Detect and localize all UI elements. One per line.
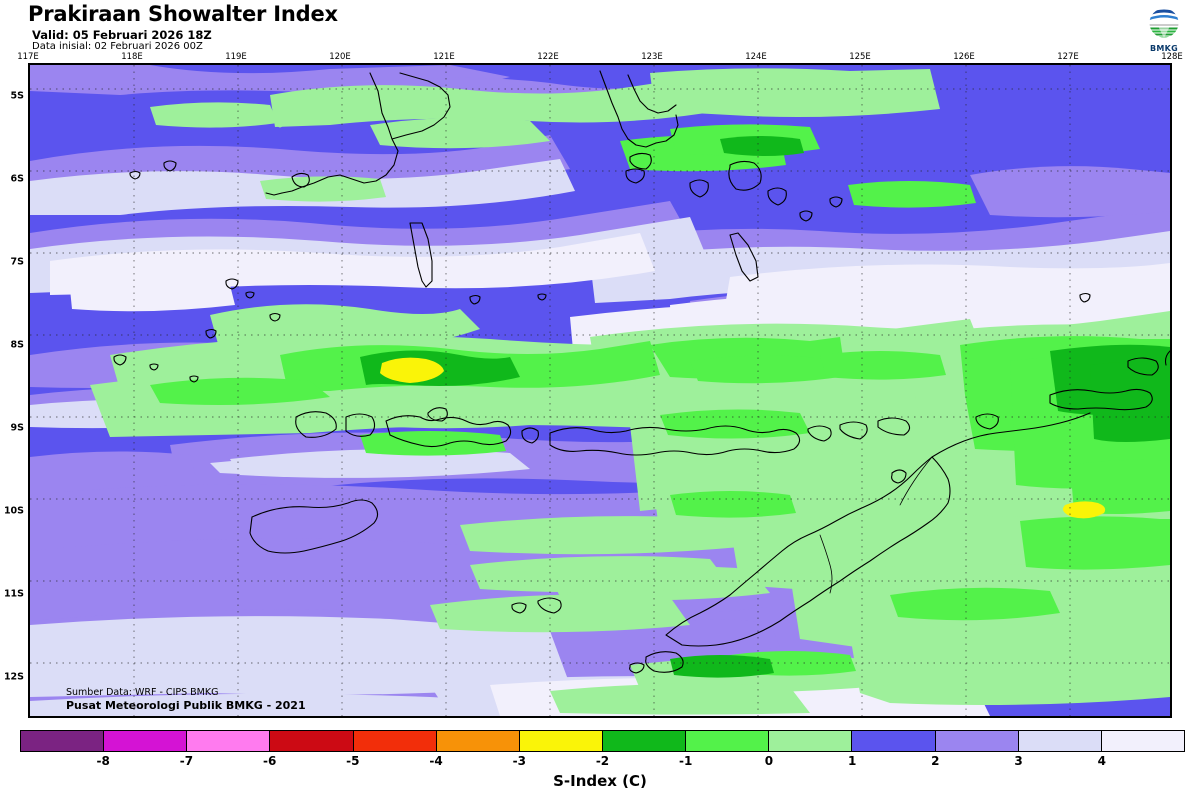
colorbar-tick-label: 3 — [1014, 754, 1023, 768]
colorbar-segment-light-lavender[interactable] — [1018, 731, 1102, 751]
colorbar-segment-dark-red[interactable] — [270, 731, 354, 751]
colorbar-segment-pink[interactable] — [187, 731, 271, 751]
coastline-layer — [113, 70, 1170, 674]
y-tick-label: 11S — [3, 588, 24, 600]
colorbar-tick-label: 2 — [931, 754, 940, 768]
colorbar-swatches[interactable] — [20, 730, 1185, 752]
colorbar-tick-label: -4 — [429, 754, 443, 768]
bmkg-logo-label: BMKG — [1149, 44, 1179, 53]
colorbar-tick-label: -8 — [96, 754, 110, 768]
x-tick-label: 122E — [537, 52, 559, 62]
yellow-max-east — [1062, 501, 1106, 519]
colorbar-tick-label: -1 — [679, 754, 693, 768]
colorbar-segment-red-orange[interactable] — [353, 731, 437, 751]
x-tick-label: 123E — [641, 52, 663, 62]
colorbar-segment-dark-purple[interactable] — [21, 731, 105, 751]
grid-lines — [30, 65, 1170, 716]
x-tick-label: 117E — [17, 52, 39, 62]
valid-time-label: Valid: 05 Februari 2026 18Z — [32, 28, 212, 42]
showalter-index-contour-field — [30, 65, 1170, 716]
colorbar-segment-bright-green[interactable] — [686, 731, 770, 751]
colorbar-segment-yellow[interactable] — [519, 731, 603, 751]
x-tick-label: 124E — [745, 52, 767, 62]
contour-bands — [30, 65, 1170, 716]
y-tick-label: 9S — [10, 422, 24, 434]
colorbar-tick-label: 0 — [764, 754, 774, 768]
colorbar-segment-blue-violet[interactable] — [852, 731, 936, 751]
colorbar-segment-light-green[interactable] — [769, 731, 853, 751]
x-tick-label: 120E — [329, 52, 351, 62]
y-tick-label: 6S — [10, 173, 24, 185]
page-title: Prakiraan Showalter Index — [28, 2, 338, 26]
x-tick-label: 118E — [121, 52, 143, 62]
colorbar-segment-pale-lavender[interactable] — [1101, 731, 1184, 751]
bmkg-logo: BMKG — [1136, 4, 1192, 54]
bmkg-emblem-icon — [1148, 7, 1180, 39]
x-tick-label: 126E — [953, 52, 975, 62]
colorbar-segment-orange[interactable] — [436, 731, 520, 751]
colorbar-tick-label: 1 — [847, 754, 857, 768]
colorbar[interactable]: -8 -7 -6 -5 -4 -3 -2 -1 0 1 2 3 4 — [20, 730, 1185, 768]
colorbar-tick-label: -7 — [179, 754, 194, 768]
y-tick-label: 12S — [3, 671, 24, 683]
y-tick-label: 8S — [10, 339, 24, 351]
x-tick-label: 121E — [433, 52, 455, 62]
colorbar-tick-label: -3 — [512, 754, 526, 768]
y-tick-label: 5S — [10, 90, 24, 102]
colorbar-segment-green[interactable] — [602, 731, 687, 751]
colorbar-title: S-Index (C) — [553, 772, 647, 790]
y-tick-label: 7S — [10, 256, 24, 268]
y-tick-label: 10S — [3, 505, 24, 517]
initial-data-label: Data inisial: 02 Februari 2026 00Z — [32, 41, 203, 52]
colorbar-tick-label: -6 — [262, 754, 277, 768]
yellow-max-west — [380, 357, 444, 383]
x-tick-label: 128E — [1161, 52, 1183, 62]
x-tick-label: 127E — [1057, 52, 1079, 62]
colorbar-segment-magenta[interactable] — [104, 731, 188, 751]
x-tick-label: 125E — [849, 52, 871, 62]
x-tick-label: 119E — [225, 52, 247, 62]
map-plot-area: Sumber Data: WRF - CIPS BMKG Pusat Meteo… — [28, 63, 1172, 718]
colorbar-segment-medium-purple[interactable] — [935, 731, 1019, 751]
colorbar-tick-label: -5 — [346, 754, 360, 768]
colorbar-tick-label: -2 — [595, 754, 610, 768]
colorbar-tick-label: 4 — [1097, 754, 1106, 768]
